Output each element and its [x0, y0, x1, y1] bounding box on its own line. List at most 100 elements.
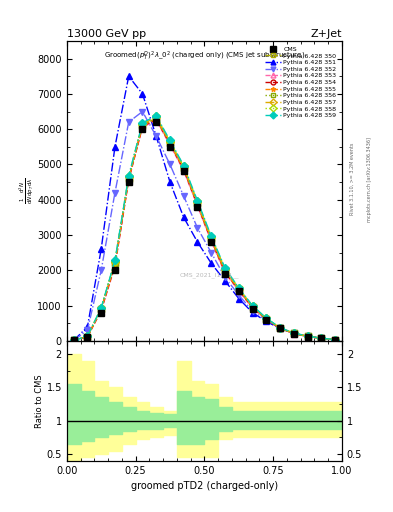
- Pythia 6.428 359: [319, 335, 324, 341]
- Pythia 6.428 352: [72, 337, 76, 344]
- Pythia 6.428 350: [99, 306, 104, 312]
- Pythia 6.428 357: [264, 315, 269, 322]
- Pythia 6.428 355: [209, 237, 214, 243]
- Pythia 6.428 358: [154, 113, 159, 119]
- Pythia 6.428 355: [250, 304, 255, 310]
- Pythia 6.428 356: [237, 286, 241, 292]
- Pythia 6.428 357: [127, 174, 131, 180]
- Pythia 6.428 352: [182, 193, 186, 199]
- Pythia 6.428 352: [140, 109, 145, 115]
- Pythia 6.428 353: [222, 270, 227, 276]
- Pythia 6.428 350: [127, 176, 131, 182]
- Pythia 6.428 358: [319, 335, 324, 341]
- Pythia 6.428 353: [209, 238, 214, 244]
- Pythia 6.428 351: [305, 333, 310, 339]
- Pythia 6.428 354: [237, 287, 241, 293]
- Pythia 6.428 357: [154, 114, 159, 120]
- Pythia 6.428 351: [99, 246, 104, 252]
- Pythia 6.428 353: [85, 334, 90, 340]
- Text: mcplots.cern.ch [arXiv:1306.3436]: mcplots.cern.ch [arXiv:1306.3436]: [367, 137, 373, 222]
- Pythia 6.428 355: [237, 286, 241, 292]
- Pythia 6.428 350: [250, 304, 255, 310]
- Pythia 6.428 353: [99, 308, 104, 314]
- Pythia 6.428 352: [195, 225, 200, 231]
- Pythia 6.428 359: [99, 305, 104, 311]
- Pythia 6.428 355: [182, 166, 186, 172]
- CMS: [127, 179, 131, 185]
- Pythia 6.428 353: [113, 264, 118, 270]
- Pythia 6.428 359: [182, 162, 186, 168]
- Pythia 6.428 354: [168, 141, 173, 147]
- Pythia 6.428 359: [264, 315, 269, 321]
- Pythia 6.428 354: [209, 237, 214, 243]
- Pythia 6.428 356: [222, 267, 227, 273]
- Pythia 6.428 351: [140, 91, 145, 97]
- Pythia 6.428 350: [222, 267, 227, 273]
- Pythia 6.428 353: [237, 288, 241, 294]
- Pythia 6.428 351: [154, 133, 159, 139]
- Pythia 6.428 352: [333, 336, 338, 343]
- Pythia 6.428 351: [250, 310, 255, 316]
- Line: Pythia 6.428 355: Pythia 6.428 355: [71, 116, 338, 343]
- Pythia 6.428 351: [222, 278, 227, 284]
- Pythia 6.428 357: [250, 303, 255, 309]
- Pythia 6.428 357: [333, 336, 338, 343]
- Pythia 6.428 359: [292, 330, 296, 336]
- Pythia 6.428 352: [250, 308, 255, 314]
- CMS: [168, 144, 173, 150]
- Pythia 6.428 350: [333, 337, 338, 343]
- CMS: [292, 331, 296, 337]
- Pythia 6.428 354: [319, 335, 324, 342]
- Pythia 6.428 355: [85, 334, 90, 340]
- Pythia 6.428 352: [99, 267, 104, 273]
- Pythia 6.428 358: [182, 163, 186, 169]
- Text: 13000 GeV pp: 13000 GeV pp: [67, 29, 146, 39]
- Pythia 6.428 354: [250, 305, 255, 311]
- Pythia 6.428 358: [250, 303, 255, 309]
- Pythia 6.428 354: [140, 123, 145, 130]
- CMS: [72, 337, 76, 344]
- Pythia 6.428 356: [85, 333, 90, 339]
- Pythia 6.428 350: [182, 165, 186, 171]
- Pythia 6.428 359: [237, 285, 241, 291]
- Pythia 6.428 356: [319, 335, 324, 342]
- Pythia 6.428 355: [140, 122, 145, 129]
- Y-axis label: Ratio to CMS: Ratio to CMS: [35, 374, 44, 428]
- Pythia 6.428 358: [168, 138, 173, 144]
- Pythia 6.428 353: [140, 124, 145, 131]
- Text: CMS_2021_I1921__: CMS_2021_I1921__: [180, 272, 240, 278]
- Pythia 6.428 353: [154, 117, 159, 123]
- Pythia 6.428 355: [305, 333, 310, 339]
- Pythia 6.428 351: [182, 215, 186, 221]
- Pythia 6.428 359: [72, 337, 76, 344]
- CMS: [99, 310, 104, 316]
- Pythia 6.428 353: [182, 168, 186, 174]
- Pythia 6.428 358: [113, 258, 118, 264]
- Pythia 6.428 356: [278, 325, 283, 331]
- Pythia 6.428 352: [237, 292, 241, 298]
- Pythia 6.428 350: [72, 337, 76, 344]
- Line: Pythia 6.428 354: Pythia 6.428 354: [71, 117, 338, 343]
- Pythia 6.428 359: [222, 265, 227, 271]
- Pythia 6.428 355: [292, 330, 296, 336]
- Pythia 6.428 359: [140, 120, 145, 126]
- Pythia 6.428 350: [85, 333, 90, 339]
- Pythia 6.428 353: [127, 177, 131, 183]
- Pythia 6.428 350: [264, 316, 269, 322]
- Pythia 6.428 358: [127, 174, 131, 180]
- Pythia 6.428 355: [127, 176, 131, 182]
- CMS: [237, 288, 241, 294]
- Pythia 6.428 351: [72, 337, 76, 344]
- Pythia 6.428 352: [168, 161, 173, 167]
- Pythia 6.428 357: [278, 325, 283, 331]
- Pythia 6.428 355: [333, 336, 338, 343]
- Pythia 6.428 359: [250, 303, 255, 309]
- CMS: [209, 239, 214, 245]
- Pythia 6.428 350: [209, 236, 214, 242]
- Pythia 6.428 357: [72, 337, 76, 344]
- Pythia 6.428 355: [222, 268, 227, 274]
- Pythia 6.428 357: [85, 333, 90, 339]
- Pythia 6.428 350: [195, 200, 200, 206]
- Pythia 6.428 351: [113, 144, 118, 150]
- Pythia 6.428 351: [85, 324, 90, 330]
